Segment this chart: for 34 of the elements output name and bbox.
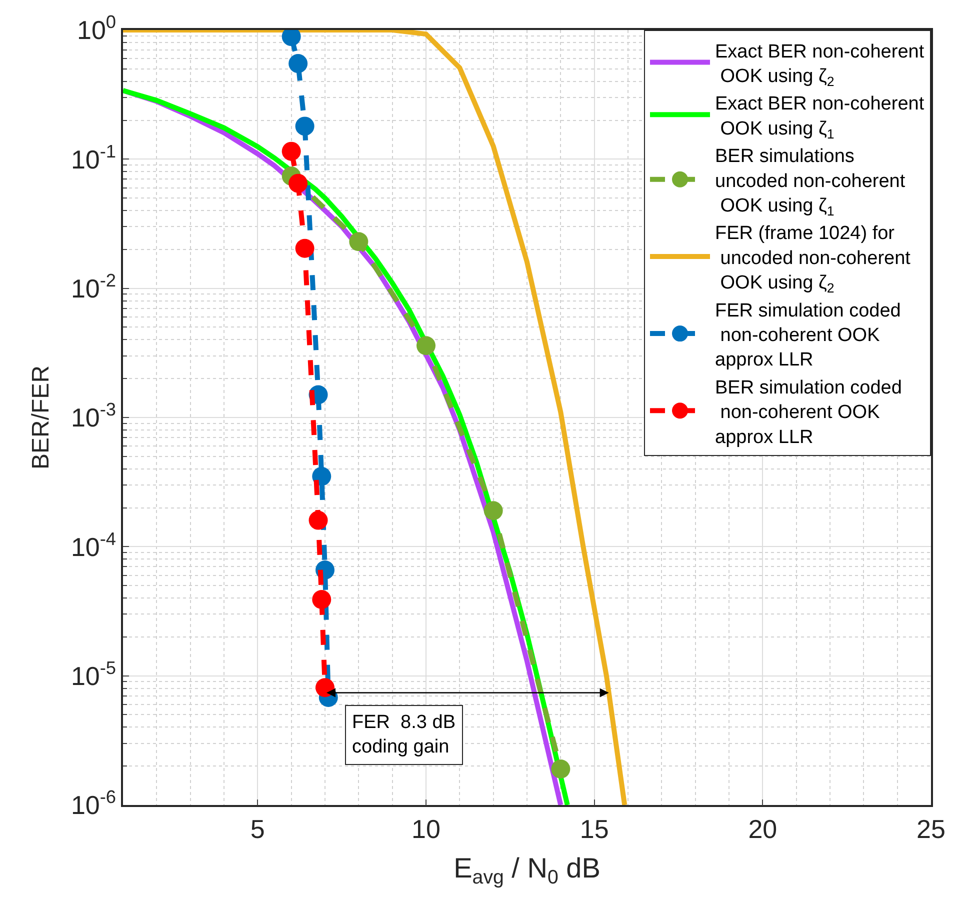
x-tick-label: 15 [580,814,609,844]
point [484,501,503,520]
legend-label: FER simulation coded non-coherent OOK approx LLR [715,300,901,371]
point [416,336,436,356]
x-axis-title: E$_{avg}$ / N$_{0}$ dB [454,852,600,888]
point [295,116,314,136]
point [282,142,301,161]
x-tick-label: 20 [748,814,778,844]
point [312,466,332,486]
y-axis-title: BER/FER [28,365,55,470]
point [288,54,308,74]
legend-label: FER (frame 1024) for uncoded non-coherent OOK using ζ$_{2}$ [715,223,912,296]
annotation: FER 8.3 dB coding gain [352,712,456,758]
x-tick-label: 25 [916,814,946,844]
y-tick-label: 10$^{-1}$ [70,141,116,174]
point [316,678,334,698]
x-tick-label: 10 [412,814,440,844]
point [308,510,328,530]
y-tick-label: 10$^{-5}$ [70,658,116,691]
legend-label: Exact BER non-coherent OOK using ζ$_{1}$ [715,94,925,142]
point [288,174,308,193]
y-tick-label: 10$^{0}$ [77,12,116,46]
point [349,232,368,252]
point [551,759,570,778]
legend-label: Exact BER non-coherent OOK using ζ$_{2}$ [715,41,925,89]
y-tick-label: 10$^{-4}$ [70,528,116,562]
y-tick-label: 10$^{-2}$ [70,270,116,304]
legend-label: BER simulation coded non-coherent OOK approx LLR [715,377,902,448]
x-tick-label: 5 [250,814,265,844]
y-tick-label: 10$^{-6}$ [70,787,116,820]
point [312,590,332,609]
legend-label: BER simulations uncoded non-coherent OOK using ζ$_{1}$ [715,146,906,218]
point [295,238,314,258]
y-tick-label: 10$^{-3}$ [70,400,116,433]
